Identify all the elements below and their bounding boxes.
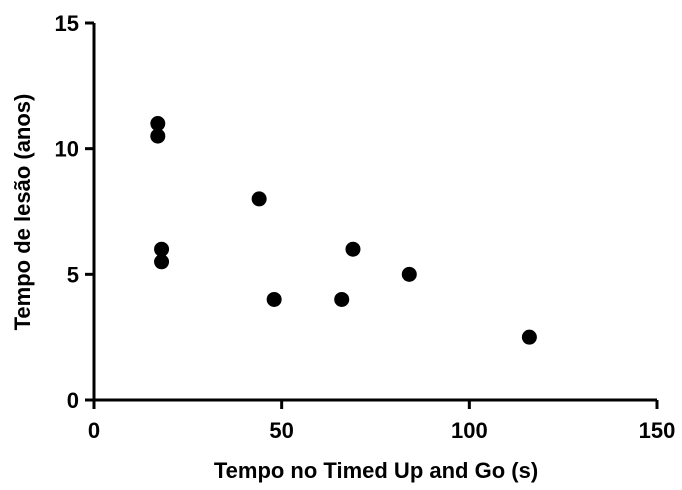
y-tick-label: 5 [67, 262, 79, 287]
data-point [345, 241, 361, 257]
data-point [266, 291, 282, 307]
y-tick-label: 15 [55, 11, 79, 36]
y-tick-label: 10 [55, 137, 79, 162]
data-point [251, 191, 267, 207]
data-point [521, 329, 537, 345]
data-points [150, 116, 537, 345]
x-tick-label: 150 [639, 418, 676, 443]
axes [92, 23, 657, 402]
ticks: 0 50 100 150 0 5 10 15 [55, 11, 676, 443]
data-point [154, 254, 170, 270]
y-axis-title: Tempo de lesão (anos) [10, 94, 35, 331]
x-tick-label: 0 [88, 418, 100, 443]
data-point [401, 266, 417, 282]
x-tick-label: 50 [269, 418, 293, 443]
y-tick-label: 0 [67, 388, 79, 413]
x-axis-title: Tempo no Timed Up and Go (s) [214, 458, 538, 483]
x-tick-label: 100 [451, 418, 488, 443]
data-point [334, 291, 350, 307]
data-point [150, 116, 166, 132]
data-point [154, 241, 170, 257]
data-point [150, 128, 166, 144]
